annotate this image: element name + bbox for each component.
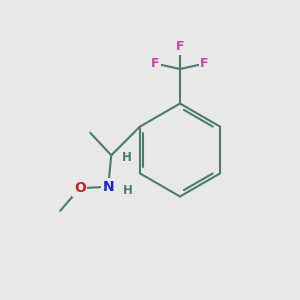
Text: F: F <box>151 57 160 70</box>
Text: H: H <box>122 151 132 164</box>
Text: F: F <box>200 57 209 70</box>
Text: O: O <box>74 181 86 195</box>
Text: F: F <box>176 40 184 53</box>
Text: H: H <box>123 184 133 197</box>
Text: N: N <box>102 180 114 194</box>
